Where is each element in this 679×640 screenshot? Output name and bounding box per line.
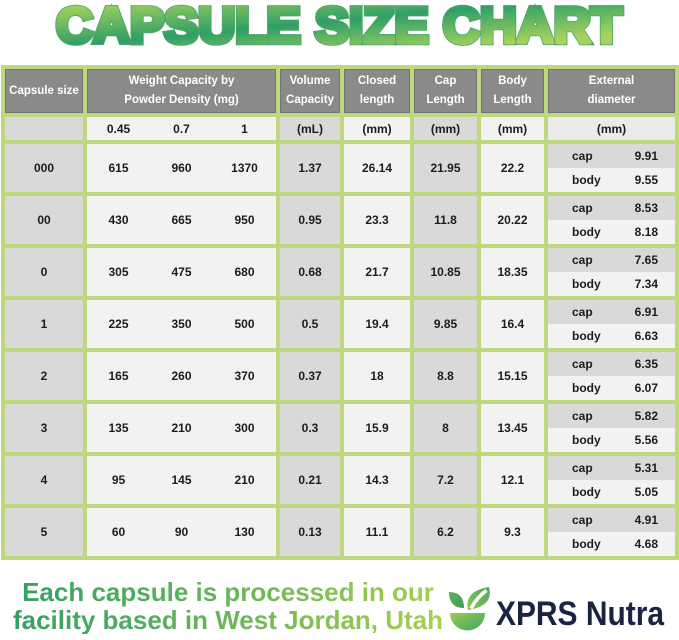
svg-text:CAPSULE SIZE CHART: CAPSULE SIZE CHART xyxy=(56,0,622,54)
svg-text:XPRS Nutra: XPRS Nutra xyxy=(496,595,665,633)
svg-text:CAPSULE SIZE CHART: CAPSULE SIZE CHART xyxy=(56,0,622,54)
